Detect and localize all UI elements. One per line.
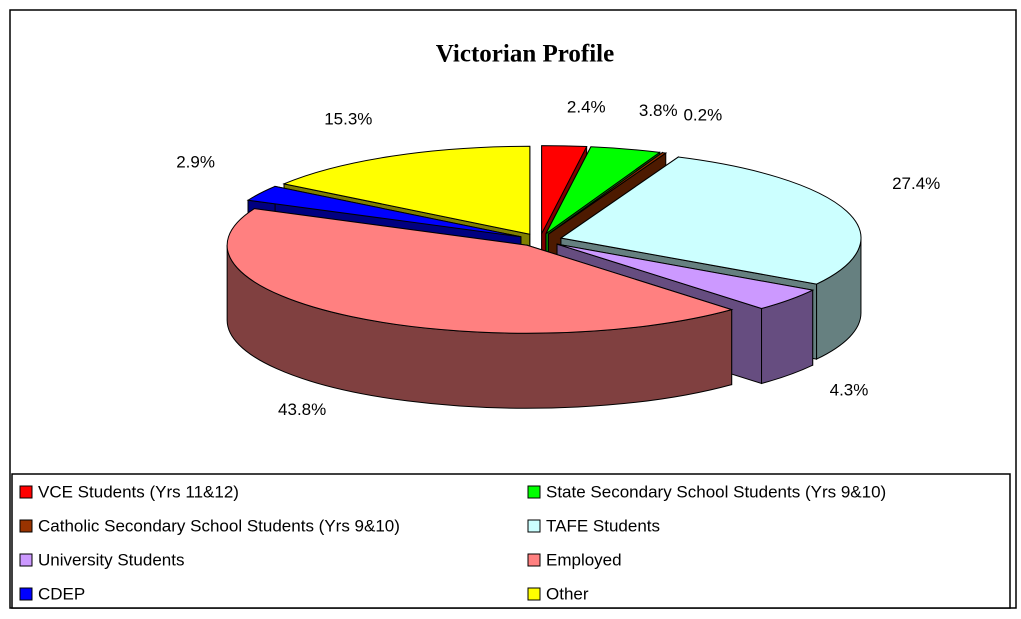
data-label: 2.9% xyxy=(176,153,215,172)
slice-top xyxy=(226,208,734,334)
legend-swatch xyxy=(527,553,541,567)
data-label: 15.3% xyxy=(324,110,372,129)
slice-top xyxy=(548,152,668,235)
slice-top xyxy=(246,185,522,238)
data-label: 27.4% xyxy=(892,174,940,193)
legend-swatch xyxy=(19,519,33,533)
legend-swatch xyxy=(19,553,33,567)
legend-label: University Students xyxy=(38,550,184,569)
data-label: 43.8% xyxy=(278,400,326,419)
legend-label: VCE Students (Yrs 11&12) xyxy=(38,482,239,501)
data-label: 4.3% xyxy=(830,380,869,399)
slice-top xyxy=(541,145,588,234)
legend-label: CDEP xyxy=(38,584,85,603)
slice-top xyxy=(559,156,862,285)
legend-swatch xyxy=(527,519,541,533)
legend-label: Catholic Secondary School Students (Yrs … xyxy=(38,516,400,535)
slice-top xyxy=(556,243,815,309)
legend-label: TAFE Students xyxy=(546,516,660,535)
legend-box xyxy=(11,473,1011,609)
slice-top xyxy=(282,145,531,235)
legend-swatch xyxy=(527,485,541,499)
chart-title: Victorian Profile xyxy=(436,41,614,68)
legend-label: Employed xyxy=(546,550,622,569)
legend-swatch xyxy=(19,485,33,499)
data-label: 2.4% xyxy=(567,98,606,117)
legend-swatch xyxy=(19,587,33,601)
data-label: 0.2% xyxy=(683,106,722,125)
slice xyxy=(226,208,734,409)
legend-swatch xyxy=(527,587,541,601)
legend-label: Other xyxy=(546,584,589,603)
data-label: 3.8% xyxy=(639,101,678,120)
slice-top xyxy=(545,146,662,235)
legend-label: State Secondary School Students (Yrs 9&1… xyxy=(546,482,886,501)
